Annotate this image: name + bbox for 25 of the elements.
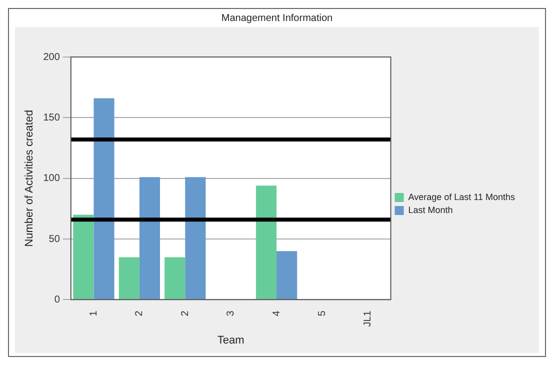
x-tick-label: 3	[226, 310, 237, 316]
bar	[185, 177, 206, 300]
x-tick-label: 2	[134, 310, 146, 316]
y-axis-title: Number of Activities created	[24, 110, 36, 247]
x-tick-label: JL1	[362, 310, 374, 327]
bar	[73, 214, 94, 300]
x-tick-label: 1	[88, 310, 100, 316]
bar	[256, 186, 277, 300]
chart-title: Management Information	[220, 12, 334, 26]
x-tick-label: 2	[180, 310, 191, 316]
legend-label: Last Month	[408, 204, 453, 215]
x-tick-label: 4	[271, 310, 282, 316]
y-tick-label: 100	[43, 173, 60, 184]
y-tick-label: 150	[43, 112, 60, 124]
y-tick-label: 0	[54, 294, 60, 306]
bar	[118, 257, 140, 300]
bar	[276, 251, 298, 300]
y-tick-label: 50	[48, 234, 60, 245]
x-axis-title: Team	[217, 334, 244, 346]
y-tick-label: 200	[43, 52, 60, 63]
legend-label: Average of Last 11 Months	[408, 192, 516, 202]
x-tick-label: 5	[316, 310, 328, 316]
bar	[94, 98, 114, 300]
bar	[164, 257, 186, 300]
bar	[139, 177, 160, 300]
